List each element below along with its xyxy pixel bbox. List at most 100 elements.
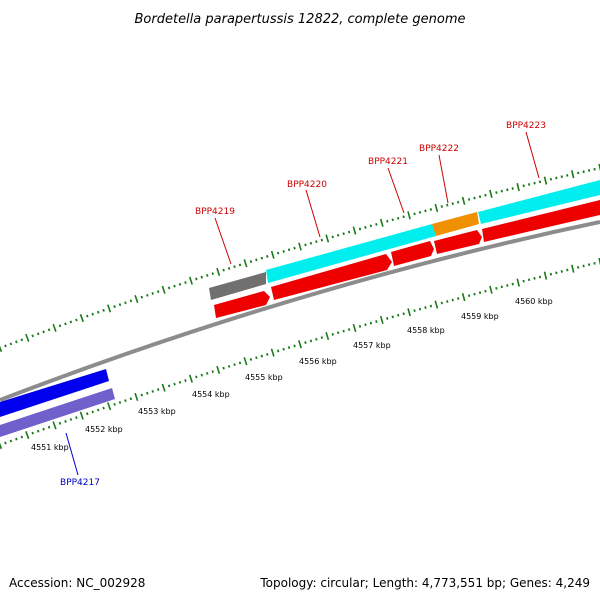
minor-tick [47, 425, 51, 429]
major-tick [352, 323, 357, 333]
minor-tick [42, 330, 45, 334]
minor-tick [555, 176, 558, 180]
minor-tick [522, 184, 525, 188]
cds-red-1 [214, 291, 270, 318]
minor-tick [429, 208, 433, 211]
kbp-label: 4553 kbp [138, 407, 176, 416]
major-tick [79, 411, 84, 420]
minor-tick [140, 393, 144, 397]
major-tick [134, 294, 139, 304]
minor-tick [304, 243, 307, 247]
major-tick [161, 383, 166, 392]
minor-tick [315, 240, 318, 244]
minor-tick [167, 286, 171, 290]
minor-tick [375, 222, 378, 226]
major-tick [161, 285, 166, 294]
major-tick [107, 402, 112, 411]
minor-tick [500, 189, 503, 193]
minor-tick [255, 356, 258, 360]
accession-text: Accession: NC_002928 [9, 576, 145, 590]
minor-tick [91, 312, 94, 316]
minor-tick [309, 339, 313, 343]
minor-tick [304, 341, 307, 344]
minor-tick [184, 281, 187, 284]
cds-red-3 [391, 241, 434, 266]
minor-tick [282, 347, 285, 351]
cds-bpp4222 [432, 212, 479, 236]
minor-tick [4, 441, 7, 445]
minor-tick [227, 267, 231, 270]
minor-tick [320, 336, 324, 340]
minor-tick [211, 272, 214, 276]
minor-tick [4, 344, 7, 348]
major-tick [543, 271, 548, 280]
minor-tick [309, 241, 313, 245]
minor-tick [364, 226, 367, 229]
minor-tick [86, 412, 89, 416]
minor-tick [47, 328, 51, 332]
cds-red-4 [434, 230, 482, 254]
minor-tick [566, 268, 569, 272]
minor-tick [124, 399, 127, 403]
kbp-label: 4555 kbp [245, 373, 283, 382]
minor-tick [58, 421, 62, 425]
minor-tick [167, 384, 171, 388]
minor-tick [402, 215, 405, 219]
minor-tick [577, 171, 580, 175]
minor-tick [129, 397, 133, 401]
gene-label-bpp4223: BPP4223 [506, 121, 546, 131]
major-tick [516, 183, 520, 192]
minor-tick [478, 291, 482, 295]
minor-tick [391, 218, 394, 222]
minor-tick [58, 324, 62, 328]
minor-tick [113, 402, 116, 406]
minor-tick [457, 297, 460, 300]
minor-tick [42, 427, 45, 431]
minor-tick [36, 429, 40, 433]
minor-tick [31, 431, 34, 435]
major-tick [379, 218, 384, 227]
minor-tick [146, 293, 149, 297]
minor-tick [249, 358, 253, 361]
minor-tick [276, 251, 280, 255]
minor-tick [478, 195, 482, 199]
minor-tick [276, 349, 280, 353]
minor-tick [446, 203, 449, 207]
major-tick [270, 250, 275, 259]
minor-tick [140, 295, 144, 299]
cds-blue [0, 369, 109, 417]
kbp-label: 4556 kbp [299, 357, 337, 366]
major-tick [325, 331, 330, 341]
cds-bpp4220-cyan [266, 224, 436, 283]
leader-bpp4222 [438, 154, 449, 204]
minor-tick [113, 305, 116, 308]
major-tick [571, 264, 575, 273]
minor-tick [511, 282, 514, 286]
leader-bpp4221 [387, 167, 405, 214]
minor-tick [506, 188, 509, 192]
minor-tick [178, 282, 182, 286]
leader-bpp4220 [305, 189, 321, 238]
minor-tick [124, 301, 127, 305]
minor-tick [178, 380, 182, 384]
minor-tick [473, 196, 476, 200]
kbp-label: 4554 kbp [192, 390, 230, 399]
minor-tick [315, 337, 318, 341]
gene-label-bpp4221: BPP4221 [368, 157, 408, 167]
minor-tick [69, 418, 73, 421]
major-tick [407, 211, 411, 220]
minor-tick [358, 227, 362, 231]
minor-tick [424, 306, 427, 310]
cds-bpp4217 [0, 388, 115, 437]
cds-bpp4219 [209, 272, 266, 300]
minor-tick [266, 352, 269, 356]
minor-tick [20, 338, 24, 342]
minor-tick [555, 271, 558, 275]
major-tick [598, 163, 600, 172]
minor-tick [386, 317, 389, 320]
minor-tick [200, 373, 204, 377]
major-tick [107, 304, 112, 313]
major-tick [461, 292, 466, 302]
minor-tick [457, 200, 460, 204]
outer-tick-track [0, 163, 600, 352]
